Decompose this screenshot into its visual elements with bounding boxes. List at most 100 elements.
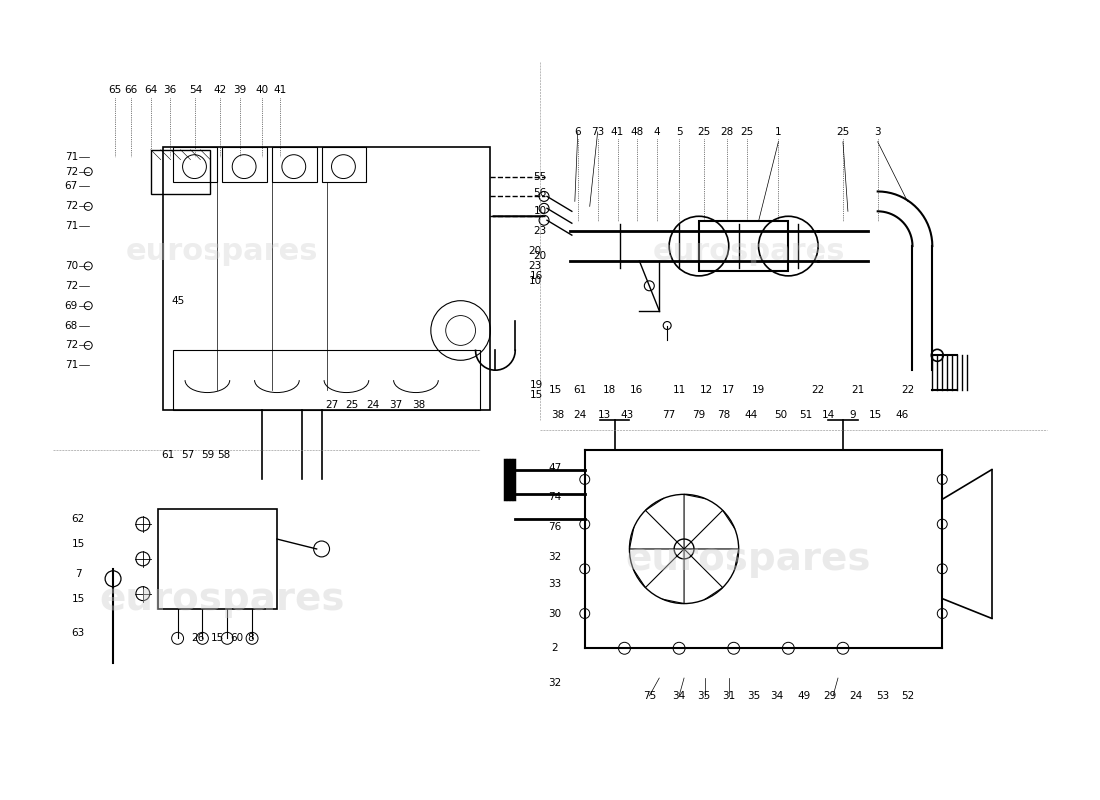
Text: 58: 58 — [218, 450, 231, 460]
Text: 40: 40 — [255, 85, 268, 95]
Text: 35: 35 — [697, 691, 711, 701]
Text: 51: 51 — [800, 410, 813, 420]
Text: 64: 64 — [144, 85, 157, 95]
Text: 76: 76 — [548, 522, 562, 532]
Text: 43: 43 — [620, 410, 634, 420]
Text: 55: 55 — [534, 171, 547, 182]
Text: 9: 9 — [849, 410, 856, 420]
Text: 20: 20 — [528, 246, 541, 256]
Text: eurospares: eurospares — [652, 237, 845, 266]
Text: 48: 48 — [630, 127, 644, 137]
Text: 78: 78 — [717, 410, 730, 420]
Text: 10: 10 — [534, 206, 547, 216]
Text: 15: 15 — [529, 390, 542, 400]
Text: 13: 13 — [598, 410, 612, 420]
Text: 37: 37 — [389, 400, 403, 410]
Text: 24: 24 — [849, 691, 862, 701]
Text: 41: 41 — [273, 85, 286, 95]
Text: 72: 72 — [65, 281, 78, 290]
Text: 15: 15 — [72, 539, 85, 549]
Text: 59: 59 — [201, 450, 214, 460]
Text: 60: 60 — [231, 634, 244, 643]
Text: 67: 67 — [65, 182, 78, 191]
Text: 63: 63 — [72, 628, 85, 638]
Text: 57: 57 — [180, 450, 195, 460]
Text: 38: 38 — [412, 400, 426, 410]
Text: 29: 29 — [824, 691, 837, 701]
Text: 25: 25 — [740, 127, 754, 137]
Text: 54: 54 — [189, 85, 202, 95]
Text: eurospares: eurospares — [126, 237, 319, 266]
Text: 10: 10 — [528, 276, 541, 286]
Text: 71: 71 — [65, 152, 78, 162]
Text: 56: 56 — [534, 189, 547, 198]
Text: 35: 35 — [747, 691, 760, 701]
Text: 72: 72 — [65, 202, 78, 211]
Text: 19: 19 — [752, 385, 766, 395]
Text: 71: 71 — [65, 360, 78, 370]
Text: 41: 41 — [610, 127, 624, 137]
Text: 69: 69 — [65, 301, 78, 310]
Text: 31: 31 — [722, 691, 736, 701]
Text: 62: 62 — [72, 514, 85, 524]
Text: 79: 79 — [692, 410, 705, 420]
Text: 16: 16 — [529, 271, 542, 281]
Text: 15: 15 — [211, 634, 224, 643]
Text: 16: 16 — [630, 385, 644, 395]
Text: 25: 25 — [836, 127, 849, 137]
Text: 22: 22 — [901, 385, 914, 395]
Text: 15: 15 — [72, 594, 85, 604]
Text: 27: 27 — [324, 400, 338, 410]
Text: 53: 53 — [876, 691, 889, 701]
Text: 20: 20 — [534, 251, 547, 261]
Text: 47: 47 — [548, 462, 562, 473]
Text: 61: 61 — [161, 450, 174, 460]
Text: 42: 42 — [213, 85, 227, 95]
Text: eurospares: eurospares — [99, 580, 345, 618]
Text: 44: 44 — [744, 410, 757, 420]
Text: 32: 32 — [548, 678, 562, 688]
Text: 46: 46 — [895, 410, 910, 420]
Text: 4: 4 — [653, 127, 661, 137]
Text: 24: 24 — [573, 410, 586, 420]
Text: 15: 15 — [869, 410, 882, 420]
Text: 14: 14 — [822, 410, 835, 420]
Text: 65: 65 — [109, 85, 122, 95]
Text: eurospares: eurospares — [626, 540, 871, 578]
Text: 19: 19 — [529, 380, 542, 390]
Text: 21: 21 — [851, 385, 865, 395]
Text: 33: 33 — [548, 578, 562, 589]
Text: 3: 3 — [874, 127, 881, 137]
Text: 24: 24 — [366, 400, 379, 410]
Text: 34: 34 — [770, 691, 783, 701]
Text: 18: 18 — [603, 385, 616, 395]
Text: 12: 12 — [701, 385, 714, 395]
Text: 30: 30 — [549, 609, 561, 618]
Text: 5: 5 — [675, 127, 682, 137]
Text: 7: 7 — [75, 569, 81, 578]
Text: 39: 39 — [233, 85, 246, 95]
Text: 72: 72 — [65, 340, 78, 350]
Text: 50: 50 — [773, 410, 786, 420]
Text: 72: 72 — [65, 166, 78, 177]
Text: 17: 17 — [722, 385, 736, 395]
Text: 52: 52 — [901, 691, 914, 701]
Text: 8: 8 — [246, 634, 253, 643]
Text: 66: 66 — [124, 85, 138, 95]
Text: 22: 22 — [812, 385, 825, 395]
Text: 70: 70 — [65, 261, 78, 271]
Text: 38: 38 — [551, 410, 564, 420]
Text: 36: 36 — [163, 85, 176, 95]
Text: 1: 1 — [776, 127, 782, 137]
Text: 26: 26 — [190, 634, 205, 643]
Text: 34: 34 — [672, 691, 685, 701]
Text: 74: 74 — [548, 492, 562, 502]
Text: 77: 77 — [662, 410, 675, 420]
Text: 2: 2 — [552, 643, 559, 654]
Text: 28: 28 — [720, 127, 734, 137]
Text: 11: 11 — [672, 385, 685, 395]
Text: 25: 25 — [344, 400, 358, 410]
Text: 32: 32 — [548, 552, 562, 562]
Text: 49: 49 — [798, 691, 811, 701]
Text: 15: 15 — [548, 385, 562, 395]
